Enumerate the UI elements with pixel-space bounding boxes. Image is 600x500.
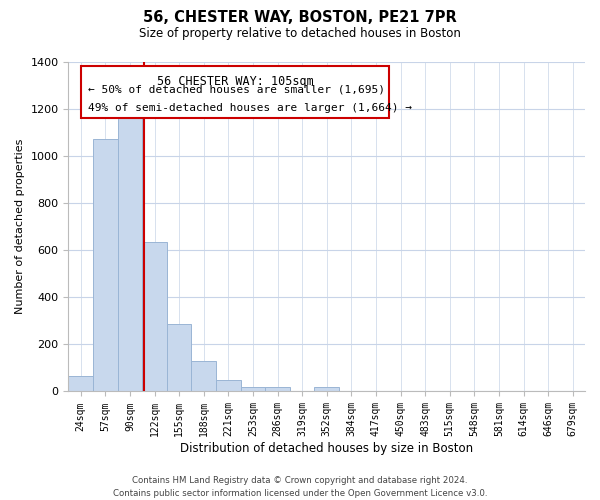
Bar — [265, 387, 290, 392]
FancyBboxPatch shape — [82, 66, 389, 118]
Text: ← 50% of detached houses are smaller (1,695): ← 50% of detached houses are smaller (1,… — [88, 84, 385, 94]
Bar — [68, 376, 93, 392]
Bar — [241, 387, 265, 392]
Text: 56, CHESTER WAY, BOSTON, PE21 7PR: 56, CHESTER WAY, BOSTON, PE21 7PR — [143, 10, 457, 25]
Bar — [142, 242, 167, 392]
Bar — [167, 324, 191, 392]
Bar — [93, 140, 118, 392]
X-axis label: Distribution of detached houses by size in Boston: Distribution of detached houses by size … — [180, 442, 473, 455]
Text: 56 CHESTER WAY: 105sqm: 56 CHESTER WAY: 105sqm — [157, 74, 313, 88]
Text: Contains HM Land Registry data © Crown copyright and database right 2024.
Contai: Contains HM Land Registry data © Crown c… — [113, 476, 487, 498]
Bar — [191, 361, 216, 392]
Text: 49% of semi-detached houses are larger (1,664) →: 49% of semi-detached houses are larger (… — [88, 104, 412, 114]
Bar — [314, 387, 339, 392]
Bar — [216, 380, 241, 392]
Y-axis label: Number of detached properties: Number of detached properties — [15, 139, 25, 314]
Text: Size of property relative to detached houses in Boston: Size of property relative to detached ho… — [139, 28, 461, 40]
Bar — [118, 118, 142, 392]
